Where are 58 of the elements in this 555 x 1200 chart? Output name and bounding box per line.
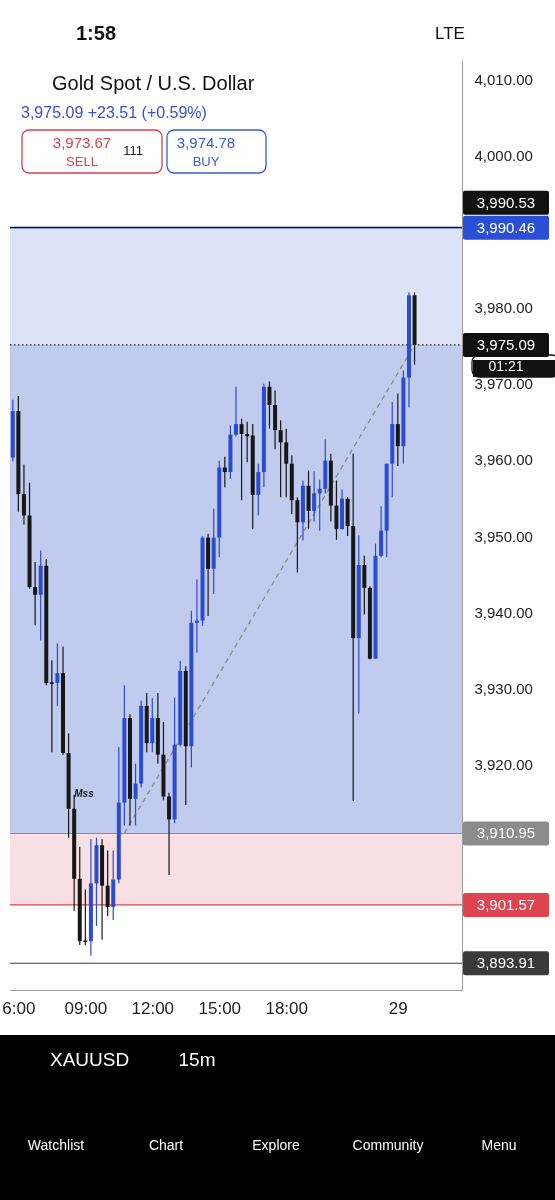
- text: 15m: [178, 1049, 216, 1070]
- candlestick: [256, 463, 261, 517]
- candlestick: [295, 496, 300, 574]
- candlestick: [33, 561, 38, 626]
- x-tick-label: 6:00: [2, 998, 36, 1018]
- annotation: BUY: [192, 154, 220, 169]
- text: LTE: [435, 24, 465, 43]
- text: 01:21: [488, 358, 524, 374]
- y-tick-label: 4,010.00: [474, 70, 533, 88]
- y-tick-label: 3,980.00: [474, 299, 533, 317]
- annotation: 3,973.67: [52, 134, 112, 151]
- candlestick: [239, 418, 244, 501]
- ref-line-label: 3,901.57: [476, 895, 536, 913]
- candlestick: [234, 386, 238, 437]
- x-tick-label: 15:00: [198, 998, 242, 1018]
- annotation: Mss: [74, 788, 95, 799]
- text: Chart: [148, 1137, 184, 1153]
- candlestick: [362, 555, 367, 616]
- candlestick: [278, 419, 283, 498]
- candlestick: [167, 792, 172, 876]
- x-tick-label: 29: [388, 998, 408, 1018]
- x-tick-label: 12:00: [131, 998, 175, 1018]
- x-tick-label: 09:00: [64, 998, 108, 1018]
- candlestick: [21, 463, 26, 526]
- text: Menu: [481, 1137, 517, 1153]
- candlestick: [55, 642, 60, 707]
- text: Watchlist: [27, 1137, 85, 1153]
- candlestick: [284, 428, 289, 498]
- candlestick: [105, 850, 110, 917]
- x-tick-label: 18:00: [265, 998, 308, 1018]
- y-tick-label: 3,920.00: [474, 756, 533, 774]
- text: Gold Spot / U.S. Dollar: [52, 72, 255, 94]
- candlestick: [133, 763, 138, 827]
- y-tick-label: 3,960.00: [474, 451, 533, 469]
- text: Community: [352, 1137, 424, 1153]
- y-tick-label: 3,940.00: [474, 603, 533, 621]
- annotation: 111: [123, 143, 143, 158]
- ref-line-label: 3,910.95: [476, 824, 536, 842]
- y-tick-label: 3,970.00: [474, 375, 533, 393]
- y-tick-label: 3,930.00: [474, 679, 533, 697]
- ref-line-label: 3,990.46: [476, 218, 536, 236]
- ref-line-label: 3,990.53: [476, 193, 536, 211]
- text: 3,975.09 +23.51 (+0.59%): [21, 104, 207, 121]
- ref-line-label: 3,975.09: [476, 335, 536, 353]
- candlestick: [395, 393, 400, 467]
- candlestick: [334, 479, 339, 541]
- candlestick: [312, 470, 317, 523]
- candlestick: [222, 456, 227, 488]
- text: 1:58: [75, 22, 117, 44]
- annotation: SELL: [66, 154, 98, 169]
- annotation: 3,974.78: [176, 134, 236, 151]
- candlestick: [267, 380, 272, 430]
- text: XAUUSD: [50, 1049, 130, 1070]
- text: Explore: [252, 1137, 300, 1153]
- candlestick: [49, 659, 54, 753]
- ref-line-label: 3,893.91: [476, 954, 536, 972]
- y-tick-label: 4,000.00: [474, 146, 533, 164]
- y-tick-label: 3,950.00: [474, 527, 533, 545]
